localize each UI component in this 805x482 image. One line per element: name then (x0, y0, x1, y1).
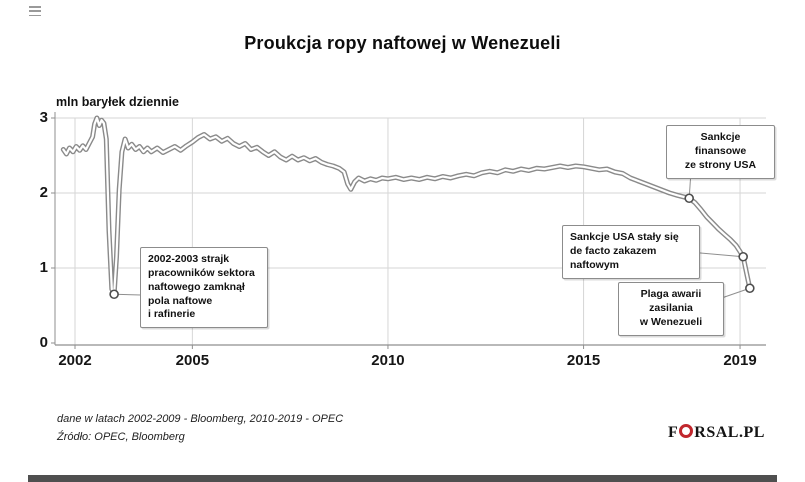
annotation-text: zasilania (649, 301, 693, 314)
annotation-text: de facto zakazem (570, 244, 657, 257)
footer-notes: dane w latach 2002-2009 - Bloomberg, 201… (57, 411, 343, 446)
x-axis-tick-label: 2005 (175, 352, 210, 369)
annotation-text: w Wenezueli (639, 315, 703, 328)
annotation-text: naftowym (570, 258, 620, 271)
data-point-marker (684, 193, 694, 204)
data-point-marker (745, 283, 755, 294)
x-axis-tick-label: 2010 (371, 352, 405, 369)
x-axis-tick-label: 2019 (723, 352, 757, 369)
annotation-us-oil-ban: Sankcje USA stały się de facto zakazem n… (562, 225, 700, 279)
annotation-power-outages: Plaga awarii zasilania w Wenezueli (618, 282, 724, 336)
forsal-logo[interactable]: F RSAL.PL (668, 423, 765, 442)
annotation-text: pracowników sektora (148, 266, 255, 279)
source-note: Źródło: OPEC, Bloomberg (57, 430, 185, 443)
y-axis-unit-label: mln baryłek dziennie (56, 95, 179, 109)
menu-icon[interactable] (29, 6, 41, 16)
annotation-text: i rafinerie (148, 308, 196, 321)
chart-title: Proukcja ropy naftowej w Wenezueli (244, 33, 561, 53)
y-axis-tick-label: 0 (39, 334, 48, 351)
data-point-marker (109, 289, 119, 300)
annotation-text: 2002-2003 strajk (148, 253, 230, 265)
data-point-marker (738, 251, 748, 262)
annotation-text: Sankcje (700, 131, 741, 143)
logo-o-ring-icon (679, 423, 694, 438)
y-axis-tick-label: 2 (39, 184, 48, 201)
annotation-text: pola naftowe (148, 294, 213, 307)
annotation-text: Plaga awarii (640, 288, 702, 300)
y-axis-tick-label: 1 (39, 259, 48, 276)
annotation-text: finansowe (694, 144, 747, 157)
annotation-us-financial-sanctions: Sankcje finansowe ze strony USA (666, 125, 775, 179)
x-axis-tick-label: 2002 (58, 352, 92, 369)
data-range-note: dane w latach 2002-2009 - Bloomberg, 201… (57, 413, 344, 425)
logo-text-rest: RSAL.PL (694, 424, 765, 441)
annotation-strike-2002-2003: 2002-2003 strajk pracowników sektora naf… (140, 247, 268, 329)
annotation-text: Sankcje USA stały się (570, 231, 679, 243)
annotation-text: ze strony USA (684, 158, 757, 171)
bottom-bar (28, 475, 777, 482)
logo-text-f: F (668, 424, 679, 441)
x-axis-tick-label: 2015 (566, 352, 601, 369)
y-axis-tick-label: 3 (39, 109, 48, 126)
annotation-text: naftowego zamknął (148, 280, 245, 293)
